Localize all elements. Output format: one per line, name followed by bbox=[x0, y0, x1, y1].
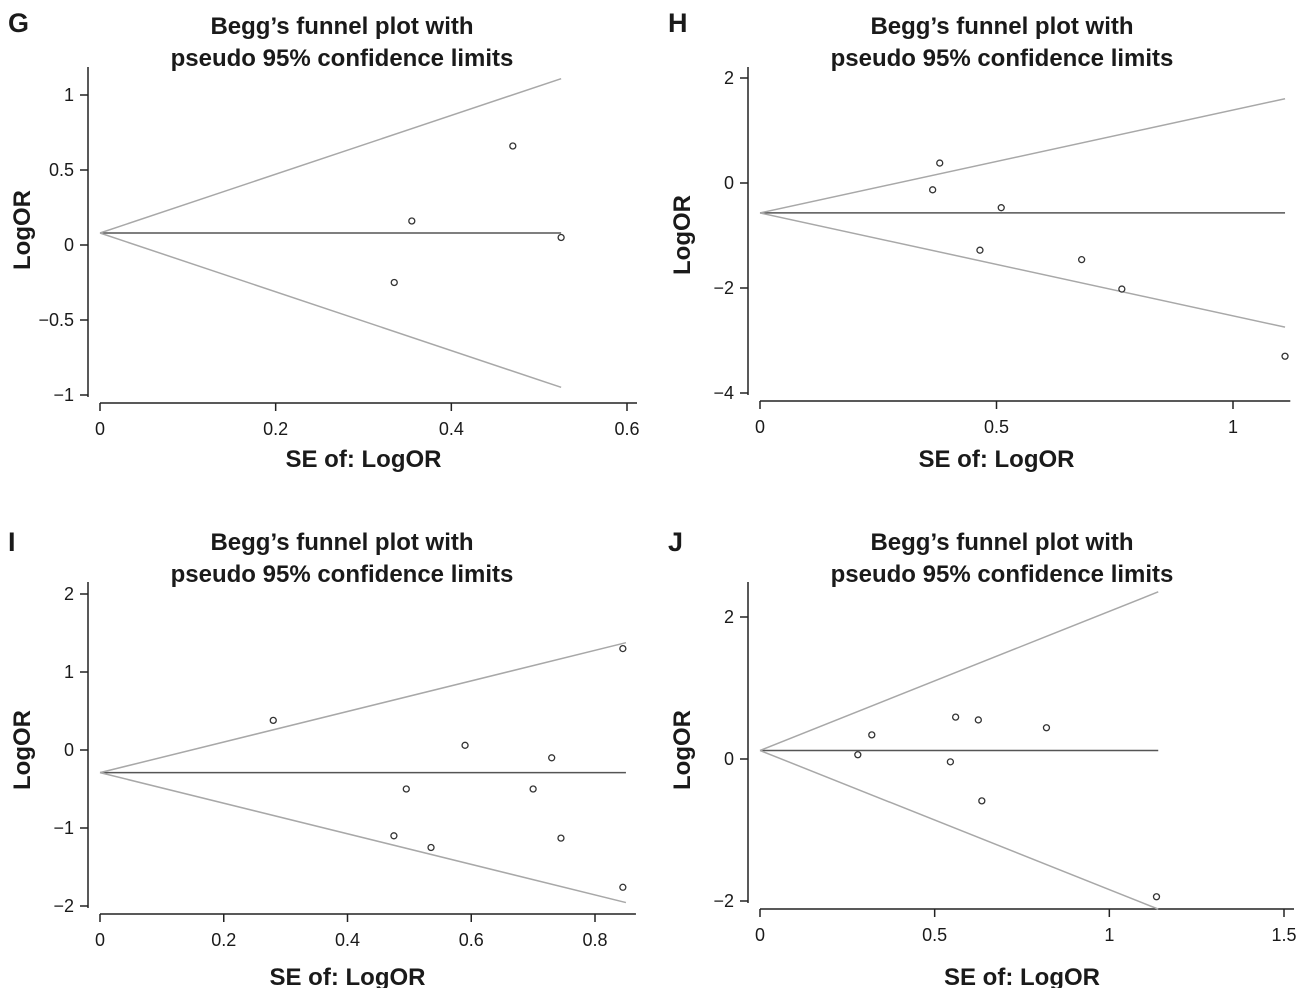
panel-i-ytick-label: 1 bbox=[64, 662, 74, 682]
panel-h-ytick-label: 2 bbox=[724, 68, 734, 88]
panel-i-study-point bbox=[427, 843, 435, 852]
panel-j-ytick-label: −2 bbox=[713, 891, 734, 911]
panel-i-xtick-label: 0 bbox=[95, 930, 105, 950]
panel-i-study-point bbox=[619, 883, 627, 891]
panel-i-title-line1: Begg’s funnel plot with bbox=[210, 529, 473, 556]
panel-g-letter: G bbox=[8, 8, 29, 38]
panel-g: G Begg’s funnel plot with pseudo 95% confi… bbox=[8, 8, 640, 473]
panel-g-xtick-label: 0 bbox=[95, 419, 105, 439]
panel-i-y-axis-label: LogOR bbox=[9, 710, 36, 790]
panel-h-xtick-label: 1 bbox=[1228, 417, 1238, 437]
panel-j-xtick-label: 0 bbox=[755, 925, 765, 945]
panel-g-ytick-label: −0.5 bbox=[38, 310, 74, 330]
panel-g-study-point bbox=[390, 278, 398, 287]
panel-g-study-point bbox=[557, 233, 565, 242]
panel-i-ytick-label: −1 bbox=[53, 818, 74, 838]
panel-g-ytick-label: 0 bbox=[64, 235, 74, 255]
panel-i-lower-limit-line bbox=[99, 771, 627, 904]
panel-i-ytick-label: 2 bbox=[64, 584, 74, 604]
panel-h-study-point bbox=[936, 159, 944, 167]
panel-j-study-point bbox=[1152, 893, 1161, 901]
panel-h-ytick-label: −2 bbox=[713, 278, 734, 298]
panel-i-study-point bbox=[402, 785, 410, 793]
panel-g-ytick-label: −1 bbox=[53, 385, 74, 405]
panel-j-study-point bbox=[946, 758, 955, 766]
panel-h-lower-limit-line bbox=[759, 212, 1286, 328]
panel-j-upper-limit-line bbox=[759, 591, 1159, 752]
panel-h-study-point bbox=[928, 186, 937, 194]
panel-g-xtick-label: 0.2 bbox=[263, 419, 288, 439]
panel-i-study-point bbox=[269, 716, 277, 725]
panel-j-ytick-label: 0 bbox=[724, 749, 734, 769]
panel-i-study-point bbox=[390, 832, 398, 840]
panel-j-study-point bbox=[974, 716, 982, 724]
panel-i-xtick-label: 0.4 bbox=[335, 930, 360, 950]
panel-i-upper-limit-line bbox=[99, 641, 627, 774]
panel-g-y-axis-label: LogOR bbox=[9, 190, 36, 270]
panel-j-study-point bbox=[868, 731, 876, 739]
panel-i: I Begg’s funnel plot with pseudo 95% confi… bbox=[8, 527, 636, 991]
panel-h-ytick-label: 0 bbox=[724, 173, 734, 193]
panel-g-ytick-label: 1 bbox=[64, 85, 74, 105]
panel-g-xtick-label: 0.6 bbox=[614, 419, 639, 439]
panel-j: J Begg’s funnel plot with pseudo 95% confi… bbox=[668, 527, 1297, 991]
panel-g-upper-limit-line bbox=[99, 77, 562, 234]
panel-i-study-point bbox=[548, 754, 556, 762]
panel-i-xtick-label: 0.8 bbox=[582, 930, 607, 950]
panel-i-study-point bbox=[529, 785, 537, 793]
panel-i-title-line2: pseudo 95% confidence limits bbox=[171, 561, 514, 588]
panel-g-title-line1: Begg’s funnel plot with bbox=[210, 13, 473, 40]
panel-j-study-point bbox=[1042, 724, 1051, 732]
panel-h-letter: H bbox=[668, 8, 688, 38]
panel-h-title-line1: Begg’s funnel plot with bbox=[870, 13, 1133, 40]
panel-j-title-line1: Begg’s funnel plot with bbox=[870, 529, 1133, 556]
panel-j-study-point bbox=[978, 797, 986, 805]
panel-i-ytick-label: −2 bbox=[53, 896, 74, 916]
panel-g-study-point bbox=[509, 142, 517, 150]
panel-j-xtick-label: 0.5 bbox=[922, 925, 947, 945]
panel-j-lower-limit-line bbox=[759, 749, 1159, 910]
panel-i-study-point bbox=[619, 644, 627, 653]
panel-h-study-point bbox=[1077, 255, 1086, 264]
panel-i-letter: I bbox=[8, 527, 16, 557]
panel-i-x-axis-label: SE of: LogOR bbox=[270, 964, 426, 988]
panel-j-study-point bbox=[854, 751, 862, 759]
panel-j-y-axis-label: LogOR bbox=[669, 710, 696, 790]
panel-h: H Begg’s funnel plot with pseudo 95% confi… bbox=[668, 8, 1291, 473]
panel-j-title-line2: pseudo 95% confidence limits bbox=[831, 561, 1174, 588]
panel-i-study-point bbox=[461, 741, 469, 749]
panel-h-y-axis-label: LogOR bbox=[669, 195, 696, 275]
panel-h-xtick-label: 0 bbox=[755, 417, 765, 437]
panel-i-study-point bbox=[557, 834, 565, 842]
panel-j-x-axis-label: SE of: LogOR bbox=[944, 964, 1100, 988]
panel-j-ytick-label: 2 bbox=[724, 607, 734, 627]
panel-i-ytick-label: 0 bbox=[64, 740, 74, 760]
panel-h-study-point bbox=[1281, 352, 1289, 360]
panel-h-study-point bbox=[997, 204, 1005, 212]
panel-g-x-axis-label: SE of: LogOR bbox=[286, 446, 442, 473]
panel-h-study-point bbox=[1118, 285, 1126, 293]
panel-g-title-line2: pseudo 95% confidence limits bbox=[171, 45, 514, 72]
panel-h-title-line2: pseudo 95% confidence limits bbox=[831, 45, 1174, 72]
panel-h-ytick-label: −4 bbox=[713, 383, 734, 403]
panel-g-study-point bbox=[408, 217, 416, 225]
panel-i-xtick-label: 0.2 bbox=[211, 930, 236, 950]
panel-g-lower-limit-line bbox=[99, 232, 562, 389]
panel-j-xtick-label: 1.5 bbox=[1271, 925, 1296, 945]
panel-i-xtick-label: 0.6 bbox=[459, 930, 484, 950]
panel-j-study-point bbox=[951, 713, 960, 721]
panel-h-upper-limit-line bbox=[759, 97, 1286, 214]
panel-g-xtick-label: 0.4 bbox=[439, 419, 464, 439]
panel-h-study-point bbox=[976, 246, 984, 254]
panel-h-xtick-label: 0.5 bbox=[984, 417, 1009, 437]
panel-j-xtick-label: 1 bbox=[1104, 925, 1114, 945]
panel-h-x-axis-label: SE of: LogOR bbox=[919, 446, 1075, 473]
panel-j-letter: J bbox=[668, 527, 683, 557]
panel-g-ytick-label: 0.5 bbox=[49, 160, 74, 180]
